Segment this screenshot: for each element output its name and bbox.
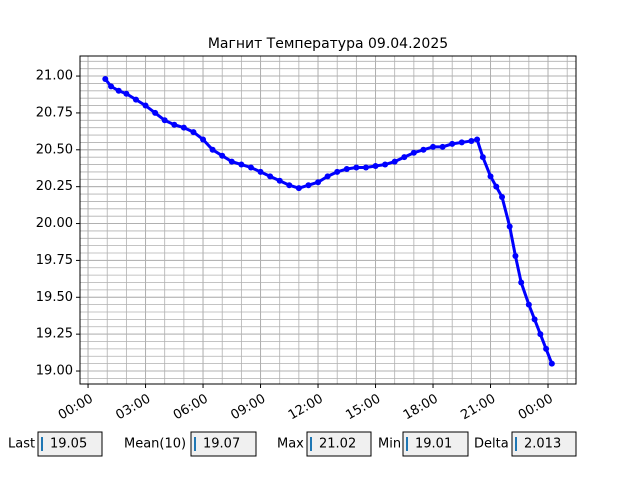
data-point [543, 345, 550, 352]
data-point [343, 165, 350, 172]
data-point [190, 129, 197, 136]
data-point [228, 158, 235, 165]
y-tick-label: 19.25 [36, 327, 73, 342]
data-point [468, 137, 475, 144]
control-label: Delta [474, 437, 509, 452]
text-box-frame [511, 431, 577, 457]
control-label: Last [8, 437, 35, 452]
data-point [430, 143, 437, 150]
data-point [115, 87, 122, 94]
data-point [102, 76, 109, 83]
data-point [474, 136, 481, 143]
data-point [362, 164, 369, 171]
data-point [276, 177, 283, 184]
data-point [512, 252, 519, 259]
y-tick-label: 19.75 [36, 253, 73, 268]
data-point [315, 179, 322, 186]
text-box[interactable]: 2.013 [511, 431, 577, 457]
data-point [449, 140, 456, 147]
text-box-frame [37, 431, 103, 457]
data-point [479, 154, 486, 161]
data-point [506, 223, 513, 230]
data-point [200, 136, 207, 143]
data-point [391, 158, 398, 165]
data-point [439, 143, 446, 150]
data-point [209, 146, 216, 153]
text-box-value: 2.013 [524, 437, 561, 452]
data-point [531, 316, 538, 323]
text-box-frame [402, 431, 469, 457]
y-tick-label: 19.00 [36, 364, 73, 379]
control-label: Max [277, 437, 304, 452]
data-point [257, 168, 264, 175]
text-box-value: 19.07 [203, 437, 240, 452]
data-point [305, 182, 312, 189]
text-box[interactable]: 19.05 [37, 431, 103, 457]
data-point [219, 152, 226, 159]
text-box[interactable]: 19.01 [402, 431, 469, 457]
data-point [458, 139, 465, 146]
plot-frame [79, 55, 577, 385]
y-tick-label: 19.50 [36, 290, 73, 305]
data-point [132, 96, 139, 103]
chart-title: Магнит Температура 09.04.2025 [208, 36, 448, 52]
data-point [525, 301, 532, 308]
y-tick-label: 20.50 [36, 142, 73, 157]
text-box[interactable]: 21.02 [306, 431, 372, 457]
control-label: Min [378, 437, 401, 452]
y-tick-label: 20.75 [36, 105, 73, 120]
data-point [537, 331, 544, 338]
data-point [142, 102, 149, 109]
data-point [420, 146, 427, 153]
data-point [487, 173, 494, 180]
data-point [286, 182, 293, 189]
text-box-value: 19.05 [50, 437, 87, 452]
data-point [247, 164, 254, 171]
data-point [324, 173, 331, 180]
data-point [372, 163, 379, 170]
data-point [548, 360, 555, 367]
text-box-frame [190, 431, 257, 457]
data-point [171, 121, 178, 128]
data-point [410, 149, 417, 156]
y-tick-label: 20.00 [36, 216, 73, 231]
data-point [161, 117, 168, 124]
control-label: Mean(10) [124, 437, 186, 452]
data-point [108, 83, 115, 90]
data-point [518, 279, 525, 286]
data-point [295, 185, 302, 192]
data-point [123, 90, 130, 97]
text-box-value: 21.02 [319, 437, 356, 452]
text-box[interactable]: 19.07 [190, 431, 257, 457]
data-point [401, 154, 408, 161]
data-point [238, 161, 245, 168]
data-point [152, 109, 159, 116]
data-point [499, 193, 506, 200]
data-point [382, 161, 389, 168]
y-tick-label: 20.25 [36, 179, 73, 194]
data-point [267, 173, 274, 180]
y-tick-label: 21.00 [36, 69, 73, 84]
data-point [493, 183, 500, 190]
data-point [334, 168, 341, 175]
text-box-frame [306, 431, 372, 457]
text-box-value: 19.01 [415, 437, 452, 452]
data-point [180, 124, 187, 131]
data-point [353, 164, 360, 171]
